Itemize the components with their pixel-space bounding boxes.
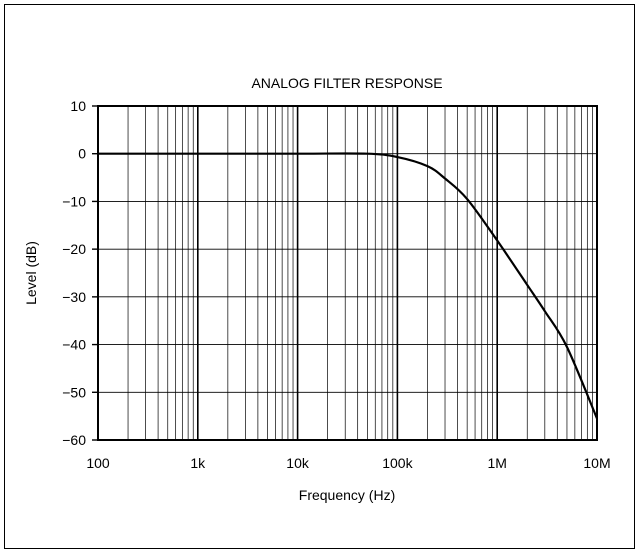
y-tick-label: −60 — [62, 432, 86, 448]
x-tick-label: 1M — [487, 455, 506, 471]
y-tick-label: 10 — [70, 98, 86, 114]
y-tick-label: 0 — [78, 146, 86, 162]
filter-response-curve — [98, 152, 599, 419]
chart-title: ANALOG FILTER RESPONSE — [251, 75, 442, 91]
y-tick-label: −40 — [62, 337, 86, 353]
x-tick-label: 100k — [382, 455, 413, 471]
chart-frame — [4, 4, 635, 549]
y-tick-label: −30 — [62, 289, 86, 305]
plot-area-border — [97, 105, 598, 441]
y-axis-label: Level (dB) — [23, 241, 39, 305]
x-axis-label: Frequency (Hz) — [299, 487, 395, 503]
y-tick-label: −20 — [62, 241, 86, 257]
y-tick-label: −50 — [62, 384, 86, 400]
y-tick-label: −10 — [62, 193, 86, 209]
x-tick-label: 10M — [583, 455, 610, 471]
x-tick-label: 10k — [286, 455, 310, 471]
x-tick-label: 100 — [86, 455, 110, 471]
x-tick-label: 1k — [190, 455, 206, 471]
